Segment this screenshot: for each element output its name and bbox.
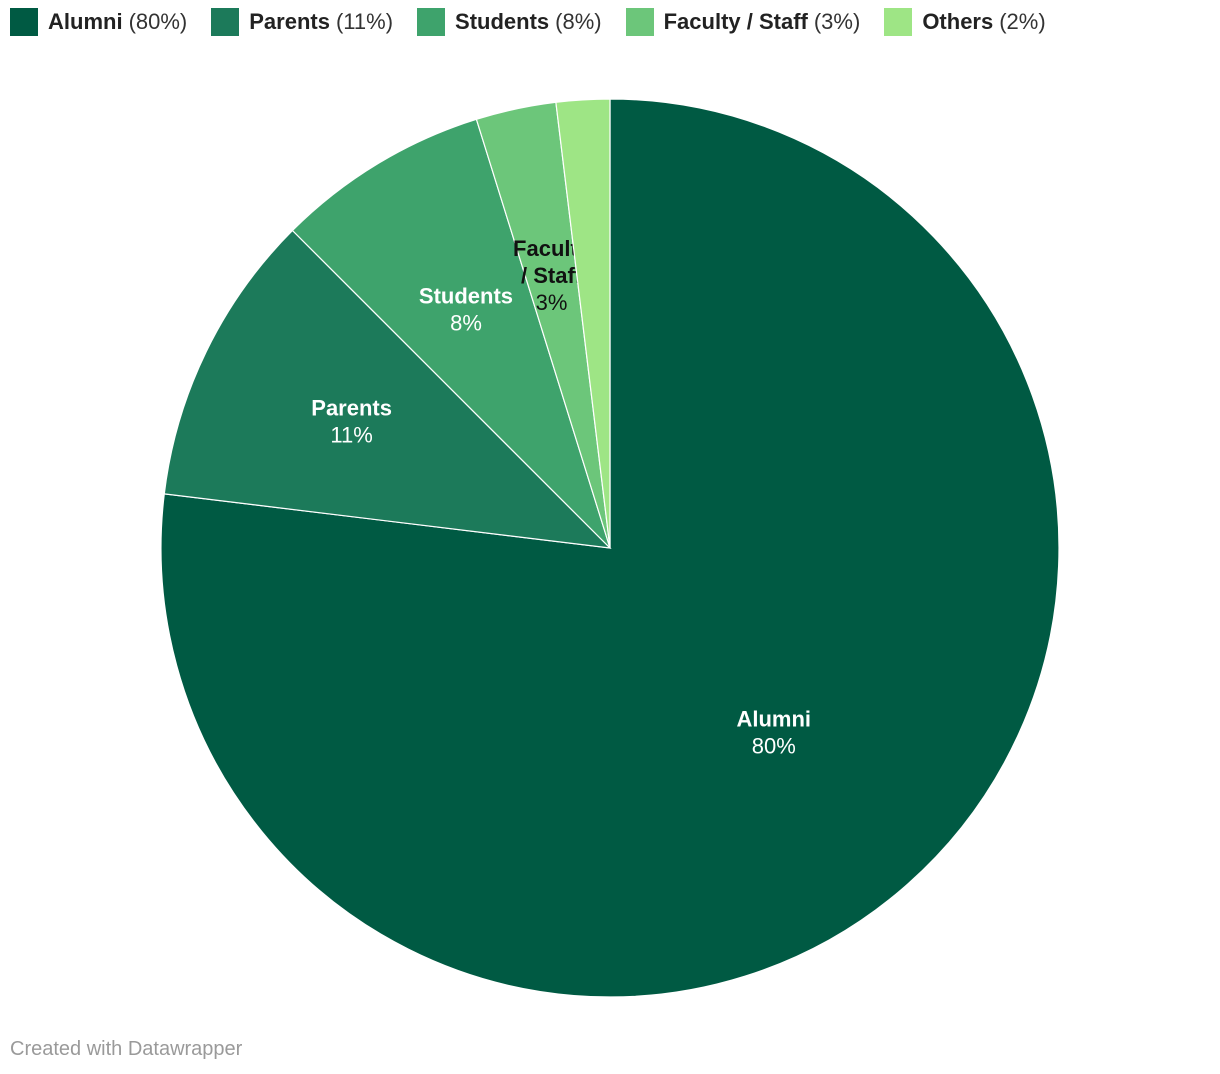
legend-pct-parents: (11%) bbox=[335, 9, 394, 34]
legend-item-others: Others (2%) bbox=[884, 8, 1046, 36]
legend-swatch-faculty-staff bbox=[625, 8, 654, 36]
legend-label-others: Others bbox=[922, 9, 994, 34]
slice-value-alumni: 80% bbox=[752, 733, 796, 758]
legend-pct-alumni: (80%) bbox=[128, 9, 188, 34]
legend-item-students: Students (8%) bbox=[417, 8, 602, 36]
legend-pct-students: (8%) bbox=[555, 9, 602, 34]
legend-pct-others: (2%) bbox=[999, 9, 1046, 34]
legend-label-faculty-staff: Faculty / Staff bbox=[663, 9, 808, 34]
slice-name-students: Students bbox=[419, 283, 513, 308]
legend-swatch-others bbox=[884, 8, 913, 36]
pie-slice-students bbox=[291, 118, 611, 549]
footer-credit: Created with Datawrapper bbox=[10, 1038, 243, 1060]
legend-swatch-parents bbox=[211, 8, 240, 36]
legend-item-alumni: Alumni (80%) bbox=[10, 8, 187, 36]
pie-slice-others bbox=[555, 98, 611, 549]
pie-slice-parents bbox=[163, 229, 612, 549]
slice-name-alumni: Alumni bbox=[736, 706, 811, 731]
slice-value-faculty-staff: 3% bbox=[536, 290, 568, 315]
legend-pct-faculty-staff: (3%) bbox=[813, 9, 861, 34]
legend-item-parents: Parents (11%) bbox=[211, 8, 393, 36]
legend-swatch-students bbox=[417, 8, 446, 36]
legend-swatch-alumni bbox=[10, 8, 38, 36]
slice-value-students: 8% bbox=[450, 310, 482, 335]
slice-value-parents: 11% bbox=[330, 423, 372, 448]
legend-label-students: Students bbox=[455, 9, 550, 34]
legend-label-parents: Parents bbox=[249, 9, 330, 34]
legend-item-faculty-staff: Faculty / Staff (3%) bbox=[625, 8, 861, 36]
legend-label-alumni: Alumni bbox=[48, 9, 123, 34]
slice-name-faculty-staff: / Staff bbox=[521, 263, 583, 288]
chart-legend: Alumni (80%) Parents (11%) Students (8%)… bbox=[10, 8, 1046, 36]
slice-name-parents: Parents bbox=[311, 396, 392, 421]
